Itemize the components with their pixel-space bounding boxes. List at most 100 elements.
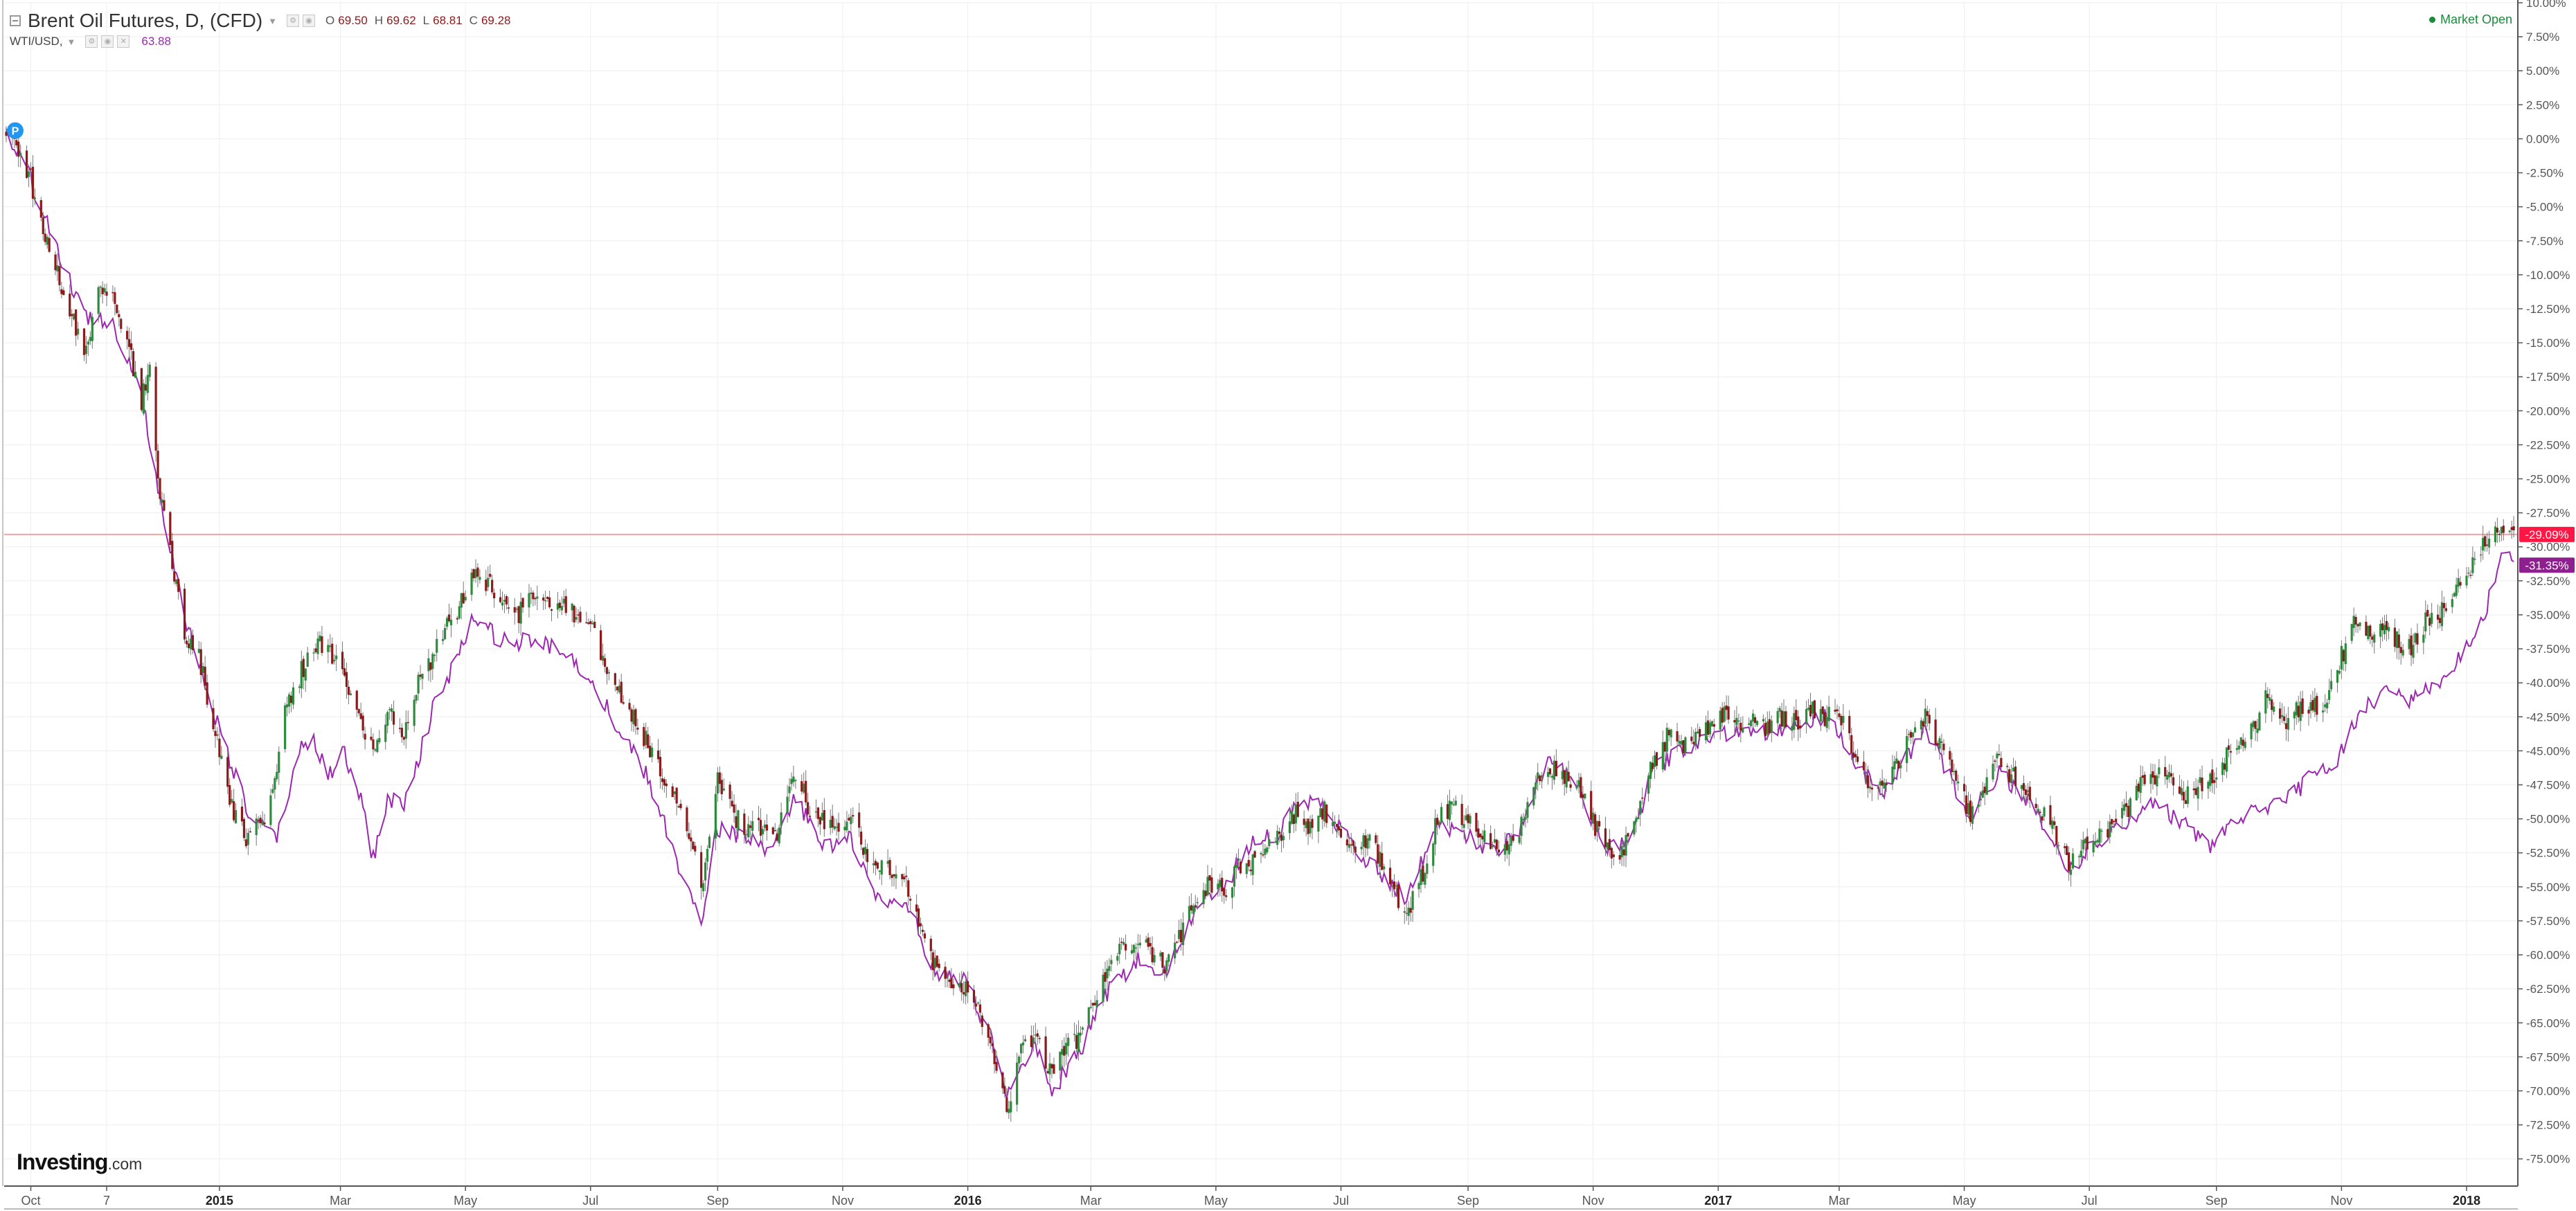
candle-body: [2135, 785, 2138, 800]
candle-body: [1190, 905, 1192, 911]
candle-body: [2484, 536, 2487, 547]
candle-body: [314, 648, 317, 652]
candle-body: [573, 605, 575, 622]
candle-body: [140, 368, 143, 411]
candle-body: [103, 288, 106, 293]
candle-body: [2326, 702, 2329, 709]
chevron-down-icon[interactable]: ▼: [66, 36, 76, 47]
candle-body: [1569, 784, 1572, 788]
candle-body: [819, 817, 822, 825]
candle-body: [1965, 795, 1968, 814]
main-series-title[interactable]: Brent Oil Futures, D, (CFD): [28, 10, 263, 31]
candle-body: [2336, 670, 2339, 683]
settings-icon[interactable]: ⚙: [287, 15, 300, 27]
candle-body: [287, 694, 291, 707]
y-tick-label: -55.00%: [2526, 881, 2570, 894]
candle-body: [99, 286, 102, 288]
candle-body: [952, 984, 955, 989]
candle-body: [499, 597, 502, 602]
settings-icon[interactable]: ⚙: [85, 35, 98, 48]
candle-body: [893, 874, 895, 877]
candle-body: [534, 598, 537, 600]
candle-body: [2022, 783, 2025, 791]
candle-body: [1095, 1000, 1098, 1007]
x-tick-label: Sep: [706, 1194, 728, 1208]
candle-body: [1795, 710, 1798, 721]
candle-body: [1797, 716, 1800, 730]
candle-body: [1942, 744, 1945, 751]
candle-body: [1354, 846, 1357, 853]
candle-body: [134, 372, 137, 378]
eye-icon[interactable]: ◉: [101, 35, 114, 48]
candle-body: [909, 899, 912, 901]
candle-body: [1440, 807, 1443, 822]
candle-body: [302, 658, 305, 677]
candle-body: [501, 602, 504, 606]
candle-body: [355, 690, 358, 710]
close-label: C: [469, 14, 478, 27]
y-tick-label: -35.00%: [2526, 609, 2570, 622]
chevron-down-icon[interactable]: ▼: [268, 15, 278, 26]
y-tick-label: -10.00%: [2526, 269, 2570, 282]
candle-body: [1604, 828, 1607, 847]
candle-body: [1262, 854, 1264, 856]
candle-body: [1452, 804, 1455, 806]
candle-body: [259, 818, 262, 824]
candle-body: [2239, 737, 2242, 745]
candle-body: [2485, 544, 2489, 546]
y-tick-label: -37.50%: [2526, 643, 2570, 656]
candle-body: [1016, 1062, 1019, 1105]
candle-body: [1432, 843, 1435, 866]
candle-body: [2328, 690, 2331, 700]
candle-body: [474, 569, 477, 578]
y-tick-label: -67.50%: [2526, 1050, 2570, 1064]
candle-body: [89, 337, 91, 341]
x-tick-label: 2016: [954, 1194, 982, 1208]
eye-icon[interactable]: ◉: [303, 15, 316, 27]
candle-body: [2387, 627, 2390, 631]
candle-body: [1319, 808, 1322, 818]
candle-body: [1483, 830, 1486, 843]
comparison-symbol[interactable]: WTI/USD,: [10, 35, 63, 48]
candle-body: [1339, 828, 1343, 838]
wti-series-line: [6, 128, 2514, 1101]
candle-body: [1649, 762, 1652, 779]
candle-body: [2414, 633, 2417, 643]
candle-body: [1663, 742, 1666, 752]
y-tick-label: -15.00%: [2526, 337, 2570, 350]
candle-body: [263, 823, 266, 825]
candle-body: [132, 351, 135, 377]
candle-body: [601, 656, 605, 661]
close-icon[interactable]: ✕: [117, 35, 130, 48]
candle-body: [1883, 782, 1886, 789]
candle-body: [993, 1049, 996, 1064]
y-tick-label: -42.50%: [2526, 710, 2570, 724]
candle-body: [1163, 969, 1166, 974]
candle-body: [1885, 783, 1888, 786]
candle-body: [359, 713, 362, 719]
candle-body: [2410, 635, 2413, 656]
candle-body: [2154, 775, 2156, 784]
candle-body: [175, 579, 178, 584]
candle-body: [690, 837, 692, 842]
candle-body: [800, 781, 803, 792]
candle-body: [1924, 708, 1926, 724]
candle-body: [1497, 849, 1501, 853]
collapse-legend-button[interactable]: [10, 15, 21, 26]
candle-body: [542, 597, 545, 601]
candle-body: [2164, 766, 2167, 777]
candle-body: [1582, 794, 1584, 798]
x-tick-label: May: [1953, 1194, 1976, 1208]
candle-body: [757, 818, 760, 820]
brent-price-label: -29.09%: [2525, 528, 2568, 541]
candle-body: [1134, 947, 1137, 949]
candle-body: [2369, 625, 2372, 637]
candle-body: [773, 829, 776, 832]
candle-body: [2143, 774, 2146, 784]
candle-body: [54, 254, 57, 271]
candle-body: [1403, 911, 1406, 913]
candle-body: [269, 795, 272, 825]
candle-body: [1526, 802, 1529, 818]
brand-suffix: .com: [107, 1155, 143, 1173]
